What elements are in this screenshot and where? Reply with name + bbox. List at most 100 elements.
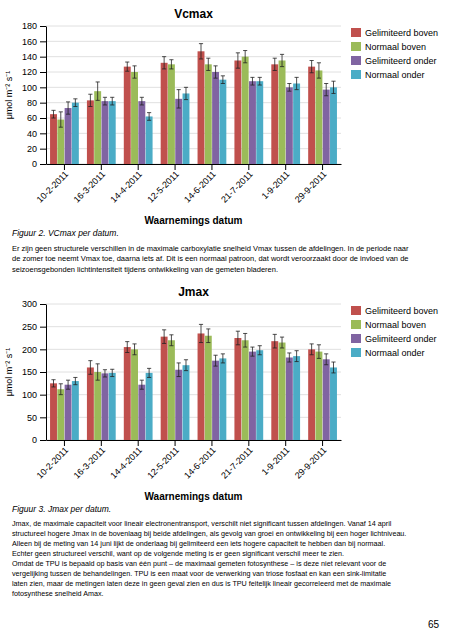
x-tick: 16-3-2011 — [72, 164, 108, 205]
x-tick-label: 12-5-2011 — [145, 445, 181, 481]
error-bar — [214, 66, 218, 78]
error-bar — [250, 347, 254, 356]
bar — [57, 389, 64, 440]
x-tick: 10-2-2011 — [35, 440, 71, 481]
error-bar — [250, 77, 254, 85]
x-tick-label: 14-4-2011 — [108, 445, 144, 481]
grid-line — [46, 26, 341, 27]
legend-label: Gelimiteerd boven — [365, 28, 438, 38]
legend-label: Normaal boven — [365, 320, 426, 330]
x-axis: 10-2-201116-3-201114-4-201112-5-201114-6… — [35, 164, 342, 205]
plot: 05010015020025030010-2-201116-3-201114-4… — [22, 299, 342, 480]
y-tick-label: 300 — [22, 299, 37, 309]
x-tick: 12-5-2011 — [145, 440, 181, 481]
bar — [138, 385, 145, 440]
grid-line — [46, 304, 341, 305]
body-text: structureel hogere Jmax in de bovenlaag … — [12, 529, 406, 538]
error-bar — [317, 63, 321, 78]
error-bar — [51, 380, 55, 387]
bar — [146, 373, 153, 440]
bar — [330, 87, 337, 164]
bar — [308, 67, 315, 164]
x-tick: 16-3-2011 — [72, 440, 108, 481]
error-bar — [110, 369, 114, 376]
x-tick-label: 16-3-2011 — [72, 169, 108, 205]
error-bar — [96, 364, 100, 380]
y-tick: 40 — [27, 129, 46, 139]
bar — [183, 93, 190, 164]
y-tick-mark — [40, 149, 46, 150]
error-bar — [147, 113, 151, 121]
error-bar — [125, 62, 129, 71]
bar — [50, 383, 57, 440]
error-bar — [96, 82, 100, 100]
error-bar — [169, 60, 173, 69]
error-bar — [243, 51, 247, 63]
y-tick: 0 — [32, 159, 46, 169]
bar — [94, 91, 101, 164]
x-tick: 21-7-2011 — [219, 164, 255, 205]
bar — [87, 100, 94, 164]
error-bar — [73, 99, 77, 107]
y-tick-mark — [40, 87, 46, 88]
error-bar — [140, 97, 144, 105]
y-tick-label: 0 — [32, 159, 37, 169]
series — [50, 324, 315, 440]
bar — [131, 72, 138, 164]
grid — [46, 304, 341, 440]
error-bar — [199, 44, 203, 59]
x-tick-mark — [138, 164, 139, 170]
error-bar — [258, 346, 262, 355]
bar — [175, 99, 182, 164]
bar — [323, 90, 330, 164]
bar — [286, 87, 293, 164]
x-tick: 10-2-2011 — [35, 164, 71, 205]
error-bar — [331, 362, 335, 373]
legend-label: Normaal onder — [365, 348, 425, 358]
y-tick: 250 — [22, 322, 46, 332]
body-text: laten zien, maar de metingen laten deze … — [12, 579, 391, 588]
y-tick-mark — [40, 327, 46, 328]
bar — [124, 347, 131, 440]
bar — [72, 103, 79, 164]
bar — [205, 64, 212, 164]
y-tick-label: 20 — [27, 144, 37, 154]
error-bar — [162, 330, 166, 344]
y-tick-mark — [40, 372, 46, 373]
bar — [212, 72, 219, 164]
axis-line — [47, 164, 342, 165]
x-tick-label: 10-2-2011 — [35, 169, 71, 205]
error-bar — [103, 97, 107, 105]
y-tick-label: 50 — [27, 413, 37, 423]
error-bar — [169, 335, 173, 346]
bar — [212, 361, 219, 440]
y-tick: 120 — [22, 67, 46, 77]
x-tick: 29-9-2011 — [293, 164, 329, 205]
y-tick: 20 — [27, 144, 46, 154]
bar — [205, 336, 212, 440]
x-tick-mark — [211, 440, 212, 446]
bar — [198, 333, 205, 440]
error-bar — [295, 351, 299, 362]
y-tick: 200 — [22, 345, 46, 355]
legend-swatch — [351, 28, 361, 37]
y-tick-label: 100 — [22, 83, 37, 93]
y-tick-mark — [40, 26, 46, 27]
legend-item: Normaal boven — [351, 42, 426, 52]
marks — [50, 44, 337, 164]
y-tick-label: 140 — [22, 52, 37, 62]
caption: Figuur 2. VCmax per datum. — [12, 228, 119, 238]
bar — [146, 116, 153, 164]
error-bar — [236, 53, 240, 68]
axis-line — [46, 27, 47, 165]
y-tick-label: 180 — [22, 21, 37, 31]
error-bar — [59, 384, 63, 395]
legend-swatch — [351, 334, 361, 343]
x-tick-label: 29-9-2011 — [293, 169, 329, 205]
x-tick-mark — [248, 440, 249, 446]
x-tick-label: 10-2-2011 — [35, 445, 71, 481]
y-tick-label: 80 — [27, 98, 37, 108]
y-tick-label: 100 — [22, 390, 37, 400]
x-tick-mark — [248, 164, 249, 170]
bar — [124, 67, 131, 164]
